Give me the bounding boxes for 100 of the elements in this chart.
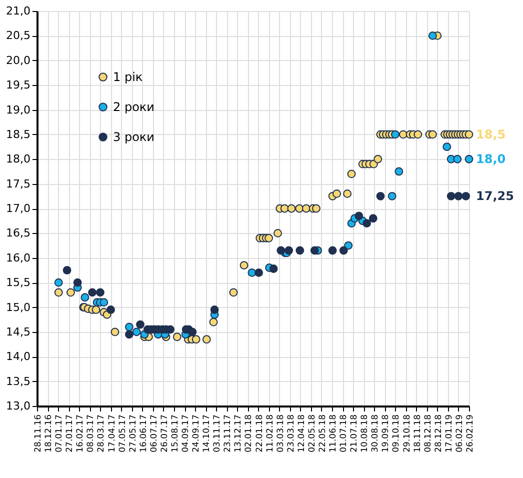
point xyxy=(276,246,286,255)
point xyxy=(339,246,348,255)
point xyxy=(376,192,385,200)
point xyxy=(464,154,474,164)
x-tick-label: 19.09.18 xyxy=(381,414,392,452)
x-tick-label: 01.07.18 xyxy=(339,414,350,452)
point xyxy=(254,268,264,277)
point xyxy=(446,192,456,200)
point xyxy=(354,212,364,220)
legend-label: 1 рік xyxy=(113,70,143,84)
x-tick-label: 26.07.17 xyxy=(160,414,170,452)
x-tick-label: 09.10.18 xyxy=(392,414,402,452)
y-tick-label: 15,5 xyxy=(6,276,30,290)
point xyxy=(96,288,104,297)
point xyxy=(428,31,437,40)
y-tick-label: 18,5 xyxy=(6,128,30,141)
x-tick-label: 30.08.18 xyxy=(370,414,381,452)
y-tick-label: 15,0 xyxy=(6,300,30,314)
x-tick-label: 10.08.18 xyxy=(360,414,370,452)
point xyxy=(248,268,256,277)
point xyxy=(132,328,141,336)
point xyxy=(344,241,353,250)
legend-label: 3 роки xyxy=(113,130,154,144)
x-tick-label: 27.01.17 xyxy=(65,414,76,452)
x-tick-label: 07.05.17 xyxy=(118,414,128,452)
y-tick-label: 20,0 xyxy=(6,54,30,67)
point xyxy=(454,192,463,200)
point xyxy=(188,328,197,336)
x-tick-label: 29.10.18 xyxy=(402,414,412,452)
x-tick-label: 07.01.17 xyxy=(54,414,65,452)
y-tick-label: 13,5 xyxy=(6,374,30,388)
y-tick-label: 18,0 xyxy=(6,152,30,166)
x-tick-label: 14.10.17 xyxy=(202,414,212,452)
point xyxy=(453,154,462,164)
x-tick-label: 26.02.19 xyxy=(466,414,476,452)
point xyxy=(296,246,304,255)
point xyxy=(368,214,378,223)
x-tick-label: 28.03.17 xyxy=(96,414,107,452)
x-tick-label: 28.11.16 xyxy=(34,414,44,452)
x-tick-label: 17.01.19 xyxy=(444,414,454,452)
point xyxy=(100,298,108,307)
legend-label: 2 роки xyxy=(113,100,154,114)
x-tick-label: 11.02.18 xyxy=(265,414,276,452)
y-tick-label: 20,5 xyxy=(6,29,30,42)
point xyxy=(310,246,319,255)
point xyxy=(136,320,144,329)
point xyxy=(391,130,400,139)
point xyxy=(80,293,90,302)
x-tick-label: 18.11.18 xyxy=(412,414,423,452)
x-tick-label: 22.05.18 xyxy=(318,414,328,452)
x-tick-label: 27.05.17 xyxy=(128,414,138,452)
x-tick-label: 22.01.18 xyxy=(254,414,265,452)
x-tick-label: 28.12.18 xyxy=(434,414,444,452)
y-tick-label: 19,0 xyxy=(6,103,30,116)
point xyxy=(284,246,294,255)
y-tick-label: 14,0 xyxy=(6,350,30,364)
point xyxy=(54,278,63,287)
point xyxy=(210,306,219,314)
point xyxy=(88,288,97,297)
x-tick-label: 03.03.18 xyxy=(276,414,286,452)
point xyxy=(269,264,278,273)
x-tick-label: 02.01.18 xyxy=(244,414,254,452)
point xyxy=(462,192,470,200)
x-tick-label: 17.04.17 xyxy=(107,414,118,452)
x-tick-label: 21.07.18 xyxy=(350,414,360,452)
x-tick-label: 16.06.17 xyxy=(138,414,149,452)
x-tick-label: 15.08.17 xyxy=(170,414,180,452)
point xyxy=(124,330,134,339)
y-tick-label: 17,0 xyxy=(6,202,30,215)
x-tick-label: 24.09.17 xyxy=(192,414,202,452)
x-tick-label: 06.02.19 xyxy=(454,414,465,452)
y-tick-label: 21,0 xyxy=(6,4,30,18)
x-tick-label: 03.11.17 xyxy=(212,414,223,452)
point xyxy=(442,142,452,151)
y-tick-label: 13,0 xyxy=(6,400,30,412)
y-tick-label: 19,5 xyxy=(6,78,30,92)
point xyxy=(328,246,337,255)
x-tick-label: 02.05.18 xyxy=(307,414,318,452)
x-tick-label: 18.12.16 xyxy=(44,414,54,452)
x-tick-label: 16.02.17 xyxy=(76,414,86,452)
x-tick-label: 06.07.17 xyxy=(149,414,160,452)
annotation: 17,25 xyxy=(476,189,514,204)
point xyxy=(394,167,404,176)
y-tick-label: 14,5 xyxy=(6,325,30,338)
y-tick-label: 17,5 xyxy=(6,177,30,190)
x-tick-label: 08.12.18 xyxy=(423,414,434,452)
point xyxy=(124,322,134,332)
x-tick-label: 12.04.18 xyxy=(296,414,307,452)
point xyxy=(106,306,115,314)
x-tick-label: 23.03.18 xyxy=(286,414,296,452)
point xyxy=(362,219,372,228)
x-tick-label: 08.03.17 xyxy=(86,414,96,452)
y-tick-label: 16,5 xyxy=(6,226,30,240)
x-tick-label: 11.06.18 xyxy=(328,414,339,452)
x-tick-label: 23.11.17 xyxy=(223,414,234,452)
point xyxy=(73,278,82,287)
x-tick-label: 13.12.17 xyxy=(234,414,244,452)
y-tick-label: 16,0 xyxy=(6,251,30,264)
annotation: 18,0 xyxy=(476,152,506,166)
x-tick-label: 04.09.17 xyxy=(181,414,192,452)
